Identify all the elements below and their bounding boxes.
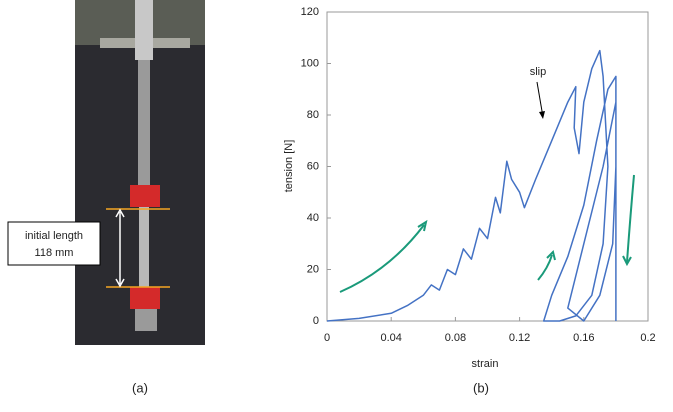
caption: (a) xyxy=(132,380,148,395)
clamp-top xyxy=(130,185,160,207)
y-tick-label: 20 xyxy=(307,263,319,275)
clamp-bottom xyxy=(130,287,160,309)
x-tick-label: 0.08 xyxy=(445,332,466,344)
caption: (b) xyxy=(473,380,489,395)
annotation-arrow-head xyxy=(539,111,545,119)
x-tick-label: 0.04 xyxy=(380,332,401,344)
y-tick-label: 0 xyxy=(313,315,319,327)
fixture-top xyxy=(135,0,153,60)
x-tick-label: 0 xyxy=(324,332,330,344)
y-axis-label: tension [N] xyxy=(283,140,295,193)
trend-arrows xyxy=(339,174,635,293)
annotation-arrow xyxy=(536,81,544,118)
photo: initial length 118 mm xyxy=(7,0,205,345)
trend-arrow xyxy=(537,254,553,281)
rod xyxy=(138,60,150,185)
fixture-bottom xyxy=(135,309,157,331)
y-tick-label: 60 xyxy=(307,160,319,172)
trend-arrow-head xyxy=(622,255,632,267)
trend-arrow xyxy=(339,224,425,293)
arrow-heads xyxy=(115,208,125,288)
data-line xyxy=(326,49,617,322)
trend-arrow xyxy=(626,174,635,263)
annotation: slip xyxy=(530,66,547,78)
annotation-text: 118 mm xyxy=(35,247,74,259)
y-tick-label: 100 xyxy=(301,57,319,69)
x-tick-label: 0.12 xyxy=(509,332,530,344)
x-axis-label: strain xyxy=(472,358,499,370)
x-tick-label: 0.2 xyxy=(640,332,655,344)
annotation-box xyxy=(7,221,101,266)
plot-frame xyxy=(326,11,649,322)
trend-arrow-head xyxy=(417,219,428,232)
trend-arrow-head xyxy=(546,250,556,261)
y-tick-label: 80 xyxy=(307,109,319,121)
specimen xyxy=(139,207,149,287)
x-tick-label: 0.16 xyxy=(573,332,594,344)
y-tick-label: 40 xyxy=(307,212,319,224)
annotation-text: initial length xyxy=(25,230,83,242)
y-tick-label: 120 xyxy=(301,6,319,18)
